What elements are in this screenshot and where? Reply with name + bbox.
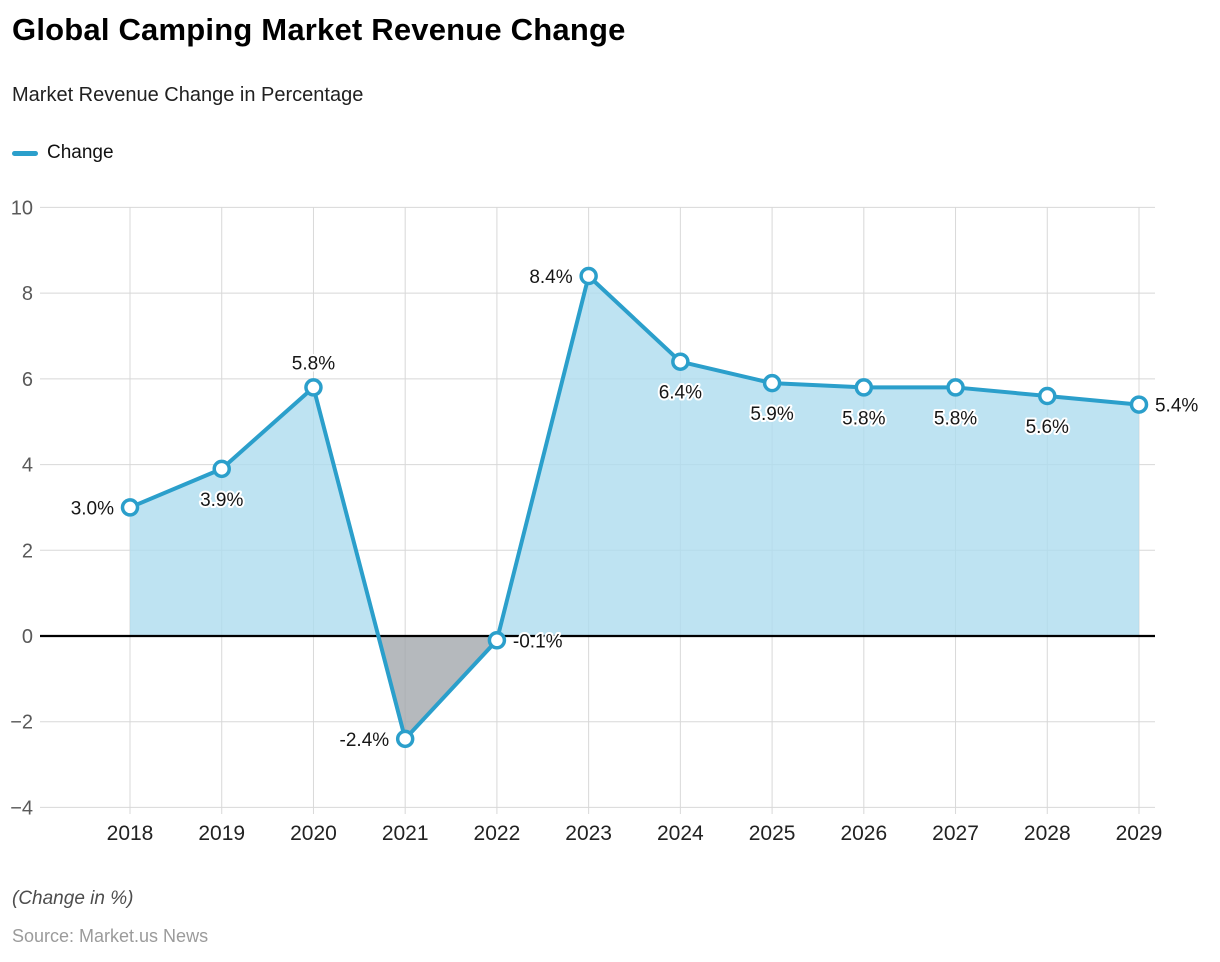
y-axis-tick-label: −2	[10, 712, 33, 734]
x-axis-tick-label: 2029	[1116, 822, 1163, 845]
x-axis-tick-label: 2027	[932, 822, 979, 845]
data-point-marker[interactable]	[579, 266, 598, 286]
data-point-label: 5.4%	[1155, 396, 1198, 417]
data-point-marker[interactable]	[304, 378, 323, 397]
y-axis-tick-label: 6	[22, 369, 33, 391]
y-axis-tick-label: 8	[22, 283, 33, 305]
data-point-marker[interactable]	[1129, 395, 1149, 414]
y-axis-tick-label: −4	[10, 797, 33, 819]
data-point-marker[interactable]	[1038, 386, 1057, 406]
data-point-marker[interactable]	[671, 352, 690, 371]
axis-unit-note: (Change in %)	[12, 888, 134, 909]
legend: Change	[12, 142, 114, 164]
legend-item-label: Change	[47, 142, 114, 163]
data-point-label: 6.4%	[659, 383, 702, 404]
x-axis-tick-label: 2023	[565, 822, 612, 845]
x-axis-tick-label: 2020	[290, 822, 337, 845]
x-axis-tick-label: 2025	[749, 822, 796, 845]
legend-item-change[interactable]: Change	[12, 142, 114, 164]
data-point-marker[interactable]	[395, 729, 415, 749]
data-point-label: 3.0%	[71, 498, 114, 519]
legend-line-swatch-icon	[12, 150, 38, 156]
area-fill-positive	[130, 276, 1139, 636]
data-point-label: 8.4%	[529, 267, 572, 288]
y-axis-tick-label: 10	[11, 197, 33, 219]
data-point-label: 5.9%	[750, 404, 793, 425]
page-title: Global Camping Market Revenue Change	[12, 12, 626, 47]
x-axis-tick-label: 2019	[198, 822, 245, 845]
data-point-label: -0.1%	[513, 631, 563, 652]
data-point-marker[interactable]	[854, 378, 874, 397]
data-point-label: -2.4%	[340, 730, 390, 751]
chart-subtitle: Market Revenue Change in Percentage	[12, 84, 364, 106]
series-line-change	[128, 274, 1141, 741]
data-point-label: 5.6%	[1026, 417, 1069, 438]
y-axis-tick-label: 0	[22, 626, 33, 648]
data-point-label: 5.8%	[292, 353, 335, 374]
x-axis-tick-label: 2018	[107, 822, 154, 845]
y-axis-tick-label: 4	[22, 455, 33, 477]
data-point-label: 3.9%	[200, 490, 243, 511]
data-point-marker[interactable]	[487, 631, 507, 650]
y-axis-tick-label: 2	[22, 540, 33, 562]
data-point-marker[interactable]	[762, 373, 782, 393]
source-attribution: Source: Market.us News	[12, 926, 209, 946]
data-point-marker[interactable]	[212, 459, 231, 479]
data-point-marker[interactable]	[946, 378, 965, 397]
x-axis-tick-label: 2026	[840, 822, 887, 845]
data-point-marker[interactable]	[120, 498, 140, 517]
x-axis-tick-label: 2024	[657, 822, 704, 845]
data-point-label: 5.8%	[842, 408, 885, 429]
x-axis-tick-label: 2022	[474, 822, 521, 845]
x-axis-tick-label: 2028	[1024, 822, 1071, 845]
x-axis-tick-label: 2021	[382, 822, 429, 845]
data-point-label: 5.8%	[934, 408, 977, 429]
